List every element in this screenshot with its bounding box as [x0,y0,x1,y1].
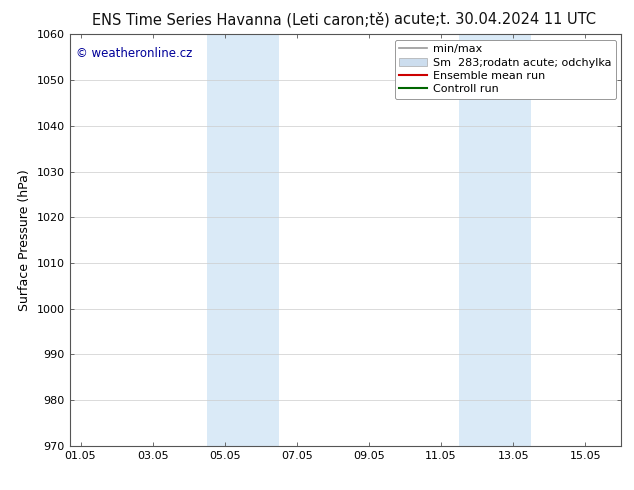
Text: ENS Time Series Havanna (Leti caron;tě): ENS Time Series Havanna (Leti caron;tě) [92,12,390,28]
Text: acute;t. 30.04.2024 11 UTC: acute;t. 30.04.2024 11 UTC [394,12,595,27]
Bar [459,34,531,446]
Y-axis label: Surface Pressure (hPa): Surface Pressure (hPa) [18,169,31,311]
Legend: min/max, Sm  283;rodatn acute; odchylka, Ensemble mean run, Controll run: min/max, Sm 283;rodatn acute; odchylka, … [395,40,616,99]
Text: © weatheronline.cz: © weatheronline.cz [76,47,193,60]
Bar [207,34,279,446]
